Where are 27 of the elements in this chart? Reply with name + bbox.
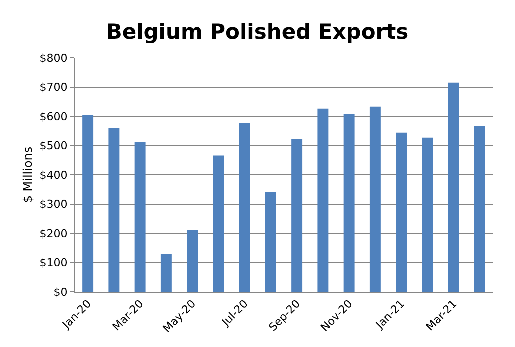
y-tick-label: $300 [40, 198, 68, 212]
bar [344, 114, 355, 292]
y-tick-label: $400 [40, 168, 68, 182]
y-tick-label: $200 [40, 227, 68, 240]
bar [448, 82, 460, 292]
bar [474, 126, 486, 292]
y-tick-label: $100 [40, 256, 68, 270]
y-tick-label: $500 [40, 140, 68, 153]
chart-title: Belgium Polished Exports [106, 20, 409, 44]
y-tick-label: $700 [40, 81, 68, 94]
bar [239, 124, 250, 292]
bar [265, 192, 276, 292]
y-axis-title: $ Millions [21, 146, 36, 204]
bar [292, 139, 303, 292]
bar [396, 132, 408, 292]
bar [213, 156, 224, 292]
y-tick-label: $600 [40, 110, 68, 124]
bar [134, 142, 146, 292]
bar [318, 108, 329, 292]
bar [370, 106, 381, 292]
bar [108, 128, 120, 292]
bar [187, 230, 198, 292]
y-tick-label: $800 [40, 52, 68, 65]
bar [160, 254, 172, 292]
bar [82, 115, 94, 292]
bar [422, 138, 434, 292]
y-tick-label: $0 [54, 286, 68, 299]
